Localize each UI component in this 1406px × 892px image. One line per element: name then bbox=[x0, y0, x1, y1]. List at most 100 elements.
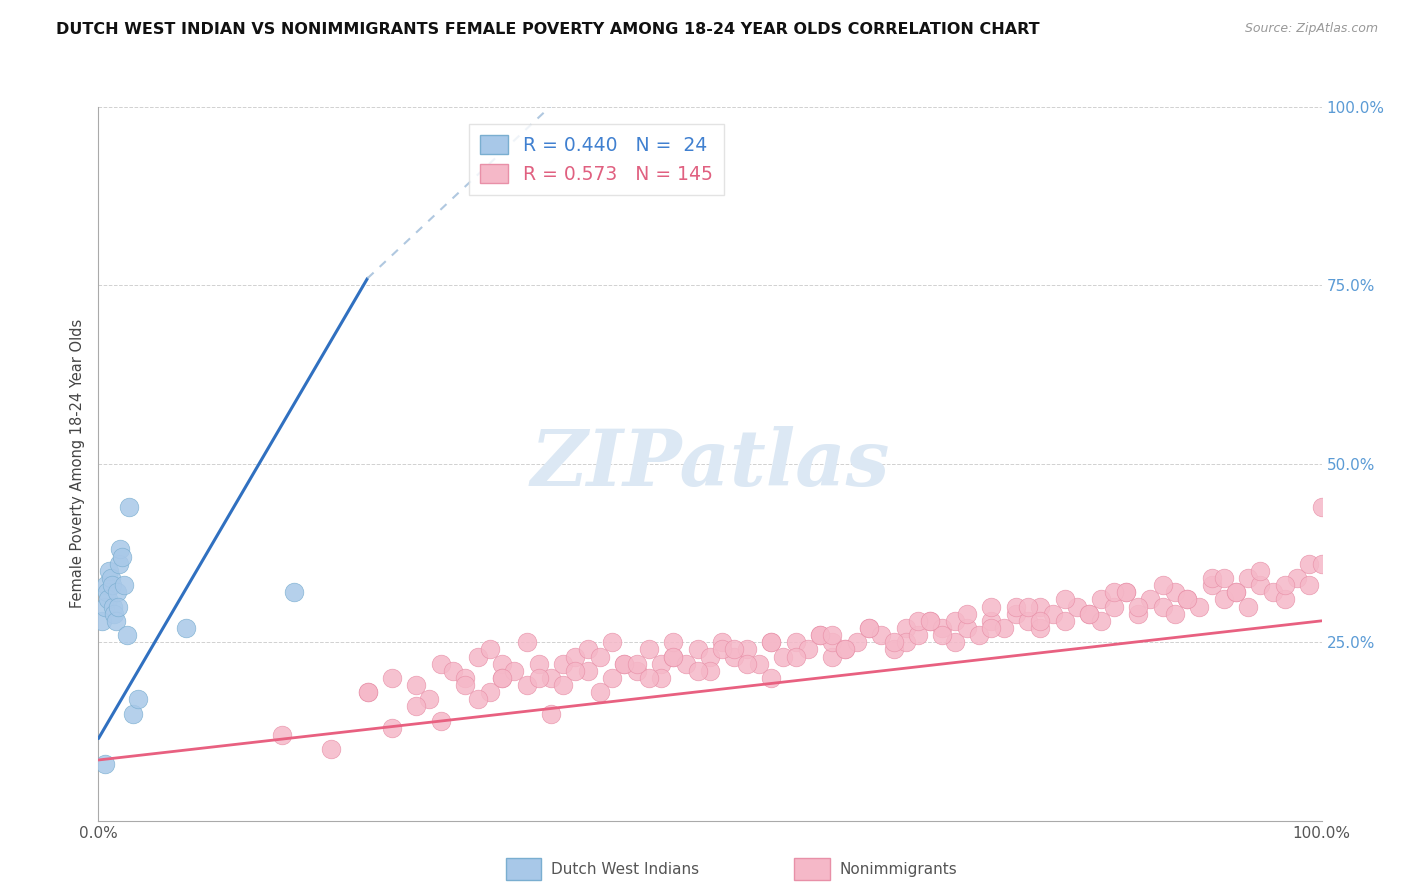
Point bbox=[772, 649, 794, 664]
Point bbox=[943, 614, 966, 628]
Point bbox=[527, 657, 550, 671]
Point bbox=[626, 657, 648, 671]
Point bbox=[785, 649, 807, 664]
Point bbox=[1078, 607, 1101, 621]
Point bbox=[1066, 599, 1088, 614]
Point bbox=[527, 671, 550, 685]
Point bbox=[808, 628, 831, 642]
Point bbox=[686, 664, 709, 678]
Point bbox=[956, 621, 979, 635]
Point bbox=[1053, 592, 1076, 607]
Point bbox=[834, 642, 856, 657]
Point bbox=[1249, 564, 1271, 578]
Point bbox=[785, 635, 807, 649]
Point bbox=[1188, 599, 1211, 614]
Point bbox=[907, 614, 929, 628]
Point bbox=[356, 685, 378, 699]
Point bbox=[845, 635, 868, 649]
Point bbox=[478, 642, 501, 657]
Point bbox=[1029, 621, 1052, 635]
Point bbox=[626, 664, 648, 678]
Point bbox=[101, 599, 124, 614]
Point bbox=[821, 635, 844, 649]
Point bbox=[870, 628, 893, 642]
Point bbox=[761, 635, 783, 649]
Point bbox=[1139, 592, 1161, 607]
Point bbox=[920, 614, 942, 628]
Point bbox=[980, 614, 1002, 628]
Point bbox=[430, 714, 453, 728]
Text: Nonimmigrants: Nonimmigrants bbox=[839, 863, 957, 877]
Point bbox=[662, 635, 685, 649]
Point bbox=[515, 635, 537, 649]
Point bbox=[405, 678, 427, 692]
Text: Dutch West Indians: Dutch West Indians bbox=[551, 863, 699, 877]
Point bbox=[1128, 599, 1150, 614]
Legend: R = 0.440   N =  24, R = 0.573   N = 145: R = 0.440 N = 24, R = 0.573 N = 145 bbox=[468, 124, 724, 195]
Point bbox=[1029, 599, 1052, 614]
Point bbox=[176, 621, 198, 635]
Text: ZIPatlas: ZIPatlas bbox=[530, 425, 890, 502]
Point bbox=[638, 642, 661, 657]
Point bbox=[662, 649, 685, 664]
Point bbox=[1115, 585, 1137, 599]
Point bbox=[1042, 607, 1064, 621]
Point bbox=[675, 657, 697, 671]
Text: Source: ZipAtlas.com: Source: ZipAtlas.com bbox=[1244, 22, 1378, 36]
Point bbox=[540, 671, 562, 685]
Point bbox=[589, 685, 612, 699]
Point bbox=[112, 578, 135, 592]
Point bbox=[121, 706, 143, 721]
Point bbox=[93, 756, 115, 771]
Point bbox=[1017, 599, 1039, 614]
Point bbox=[1053, 614, 1076, 628]
Point bbox=[613, 657, 636, 671]
Point bbox=[1017, 614, 1039, 628]
Point bbox=[100, 571, 122, 585]
Point bbox=[1175, 592, 1198, 607]
Point bbox=[103, 607, 125, 621]
Point bbox=[686, 642, 709, 657]
Point bbox=[1237, 571, 1260, 585]
Point bbox=[319, 742, 342, 756]
Point bbox=[1212, 571, 1234, 585]
Point bbox=[600, 635, 623, 649]
Point bbox=[1164, 607, 1187, 621]
Point bbox=[105, 585, 128, 599]
Point bbox=[1310, 557, 1333, 571]
Point bbox=[1164, 585, 1187, 599]
Point bbox=[821, 649, 844, 664]
Point bbox=[662, 649, 685, 664]
Point bbox=[127, 692, 149, 706]
Point bbox=[883, 635, 905, 649]
Point bbox=[821, 628, 844, 642]
Point bbox=[96, 585, 118, 599]
Point bbox=[650, 657, 672, 671]
Point bbox=[101, 578, 124, 592]
Point bbox=[1274, 578, 1296, 592]
Point bbox=[94, 578, 117, 592]
Point bbox=[967, 628, 990, 642]
Point bbox=[808, 628, 831, 642]
Point bbox=[93, 599, 115, 614]
Point bbox=[97, 592, 120, 607]
Point bbox=[858, 621, 880, 635]
Point bbox=[576, 642, 599, 657]
Point bbox=[907, 628, 929, 642]
Point bbox=[761, 671, 783, 685]
Point bbox=[467, 692, 489, 706]
Point bbox=[1175, 592, 1198, 607]
Point bbox=[91, 614, 114, 628]
Point bbox=[1310, 500, 1333, 514]
Point bbox=[1201, 571, 1223, 585]
Point bbox=[600, 671, 623, 685]
Point bbox=[1225, 585, 1247, 599]
Point bbox=[553, 657, 575, 671]
Point bbox=[894, 635, 917, 649]
Point bbox=[576, 664, 599, 678]
Point bbox=[1298, 557, 1320, 571]
Point bbox=[115, 628, 138, 642]
Point bbox=[834, 642, 856, 657]
Point bbox=[1102, 585, 1125, 599]
Point bbox=[1029, 614, 1052, 628]
